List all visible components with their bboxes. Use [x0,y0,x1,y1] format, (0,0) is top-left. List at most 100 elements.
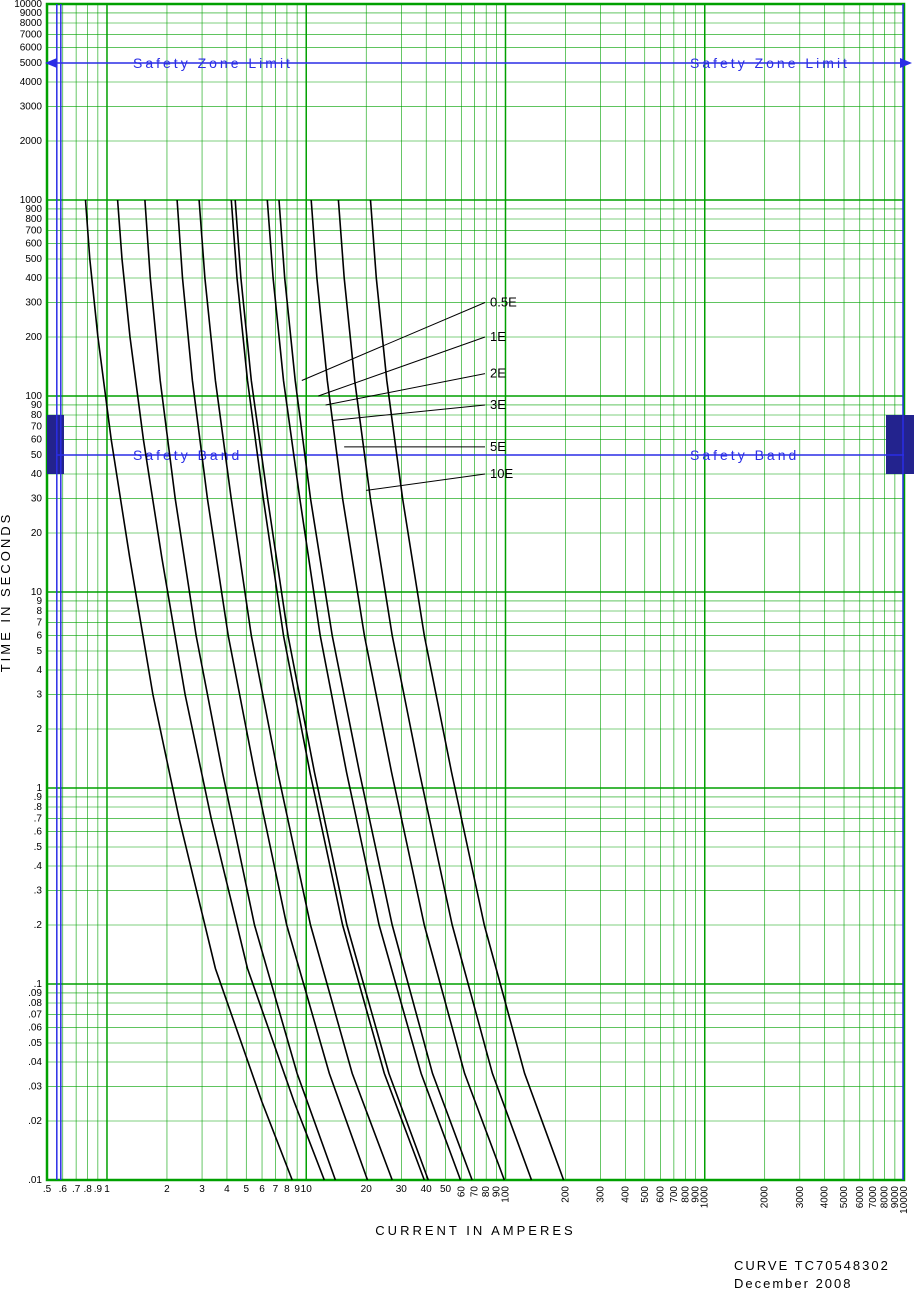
curve-label-10E: 10E [490,466,513,481]
svg-text:7000: 7000 [20,29,43,40]
svg-text:.6: .6 [34,826,43,837]
footer-curve-id: CURVE TC70548302 [734,1258,890,1273]
svg-text:400: 400 [25,273,42,284]
curve-label-0.5E: 0.5E [490,294,517,309]
footer-date: December 2008 [734,1276,853,1291]
curve-3E-max [267,200,460,1180]
svg-text:.06: .06 [28,1022,42,1033]
svg-text:1: 1 [36,783,42,794]
svg-text:4: 4 [36,665,42,676]
svg-text:700: 700 [669,1186,680,1203]
svg-text:.7: .7 [34,813,43,824]
svg-text:80: 80 [31,410,43,421]
svg-text:6000: 6000 [20,42,43,53]
svg-text:5000: 5000 [839,1186,850,1209]
svg-text:.04: .04 [28,1057,42,1068]
svg-text:1000: 1000 [700,1186,711,1209]
svg-text:.5: .5 [43,1184,52,1195]
svg-text:.8: .8 [34,802,43,813]
svg-text:30: 30 [31,493,43,504]
svg-text:1: 1 [104,1184,110,1195]
svg-text:4000: 4000 [20,77,43,88]
safety-band [47,415,914,474]
svg-text:500: 500 [25,254,42,265]
svg-text:6: 6 [36,630,42,641]
svg-text:8: 8 [36,606,42,617]
curve-2E-max [231,200,424,1180]
svg-text:10: 10 [301,1184,313,1195]
svg-text:5: 5 [36,646,42,657]
svg-text:3: 3 [36,689,42,700]
svg-text:200: 200 [25,332,42,343]
svg-text:5: 5 [243,1184,249,1195]
curve-10E-max [371,200,564,1180]
svg-text:3: 3 [199,1184,205,1195]
curve-1E-max [177,200,367,1180]
svg-text:30: 30 [396,1184,408,1195]
svg-text:.3: .3 [34,885,43,896]
svg-text:50: 50 [31,450,43,461]
svg-text:100: 100 [25,391,42,402]
safety-band-label-right: Safety Band [690,447,799,463]
svg-text:4: 4 [224,1184,230,1195]
svg-text:400: 400 [620,1186,631,1203]
svg-text:.08: .08 [28,998,42,1009]
svg-text:.4: .4 [34,861,43,872]
curve-label-1E: 1E [490,329,506,344]
grid [47,4,904,1180]
svg-text:70: 70 [470,1186,481,1198]
x-axis-title: CURRENT IN AMPERES [375,1223,575,1238]
safety-zone-limit-label-right: Safety Zone Limit [690,55,850,71]
svg-text:10000: 10000 [14,0,42,10]
svg-text:2000: 2000 [760,1186,771,1209]
svg-text:.6: .6 [59,1184,68,1195]
svg-text:300: 300 [25,297,42,308]
svg-text:8: 8 [284,1184,290,1195]
svg-text:.05: .05 [28,1038,42,1049]
svg-text:.7: .7 [72,1184,81,1195]
svg-text:9: 9 [294,1184,300,1195]
svg-text:600: 600 [656,1186,667,1203]
svg-text:40: 40 [421,1184,433,1195]
curve-label-5E: 5E [490,439,506,454]
svg-text:70: 70 [31,421,43,432]
svg-text:.03: .03 [28,1081,42,1092]
svg-text:200: 200 [560,1186,571,1203]
svg-text:.01: .01 [28,1175,42,1186]
x-tick-labels: .5.6.7.8.9123456789102030405060708090100… [43,1184,910,1214]
curve-label-3E: 3E [490,397,506,412]
svg-text:1000: 1000 [20,195,43,206]
time-current-chart: Safety Zone Limit Safety Zone Limit Safety… [0,0,914,1301]
svg-text:.1: .1 [34,979,43,990]
svg-text:6: 6 [259,1184,265,1195]
svg-text:7: 7 [273,1184,279,1195]
svg-text:60: 60 [31,434,43,445]
svg-text:8000: 8000 [20,18,43,29]
svg-text:2: 2 [36,724,42,735]
y-axis-title: TIME IN SECONDS [0,512,13,673]
svg-text:2: 2 [164,1184,170,1195]
svg-text:7000: 7000 [868,1186,879,1209]
svg-text:3000: 3000 [795,1186,806,1209]
svg-text:100: 100 [500,1186,511,1203]
svg-text:.5: .5 [34,842,43,853]
svg-text:600: 600 [25,238,42,249]
svg-text:.2: .2 [34,920,43,931]
safety-zone-limit-label-left: Safety Zone Limit [133,55,293,71]
curve-3E-min [235,200,428,1180]
svg-text:700: 700 [25,225,42,236]
svg-text:40: 40 [31,469,43,480]
tcc-curves: 0.5E1E2E3E5E10E [86,200,564,1180]
svg-text:10000: 10000 [899,1186,910,1214]
svg-text:500: 500 [640,1186,651,1203]
svg-text:60: 60 [456,1186,467,1198]
y-tick-labels: .01.02.03.04.05.06.07.08.09.1.2.3.4.5.6.… [14,0,42,1186]
curve-2E-min [199,200,392,1180]
svg-text:20: 20 [31,528,43,539]
svg-text:.07: .07 [28,1009,42,1020]
svg-text:20: 20 [361,1184,373,1195]
svg-text:2000: 2000 [20,136,43,147]
svg-text:.9: .9 [94,1184,103,1195]
svg-text:7: 7 [36,617,42,628]
svg-text:3000: 3000 [20,101,43,112]
